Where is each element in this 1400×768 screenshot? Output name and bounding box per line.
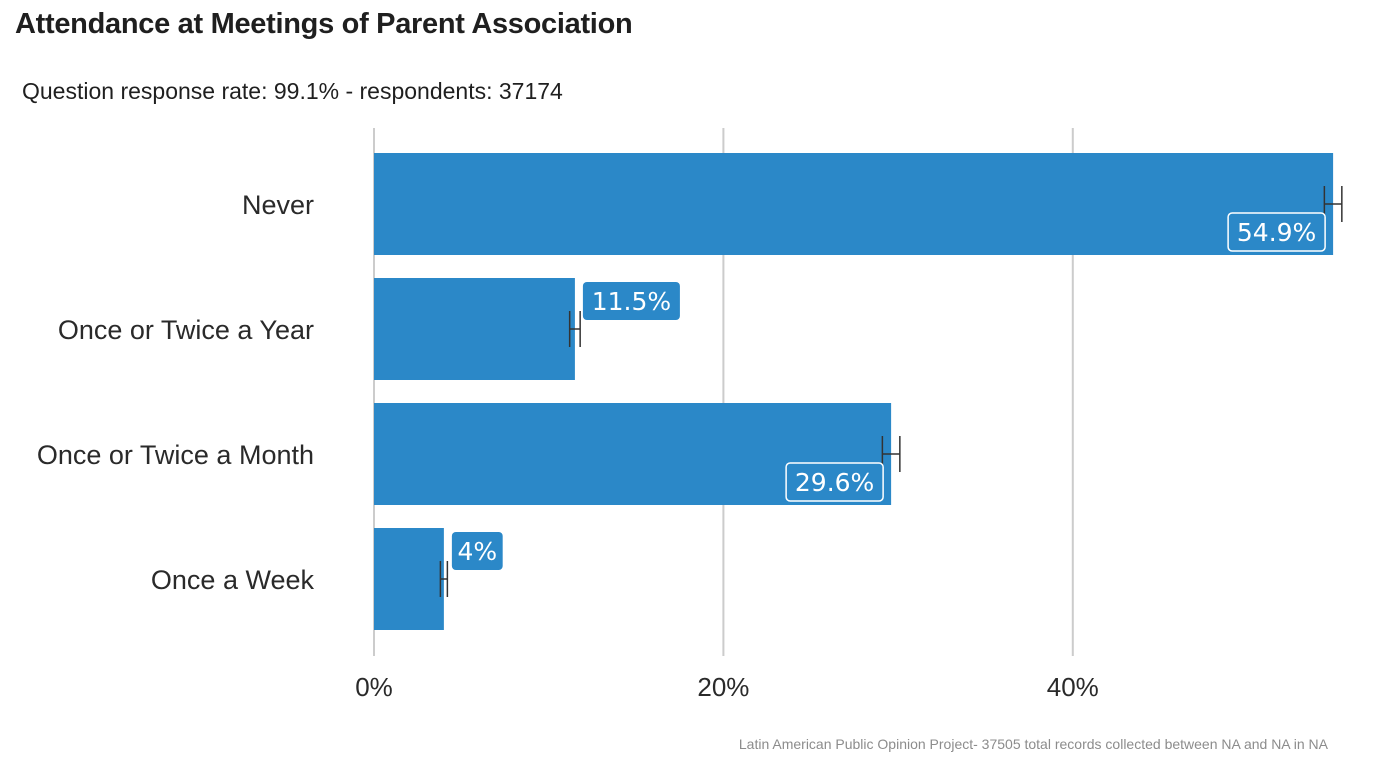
x-tick-label: 40% <box>1047 672 1099 702</box>
bar <box>374 528 444 630</box>
value-label-text: 29.6% <box>795 468 874 497</box>
value-label: 54.9% <box>1227 212 1326 252</box>
category-label: Once or Twice a Year <box>58 315 314 345</box>
value-label-text: 4% <box>457 537 497 566</box>
x-axis-tick-labels: 0% 20% 40% <box>355 672 1099 702</box>
category-label: Once or Twice a Month <box>37 440 314 470</box>
chart-subtitle: Question response rate: 99.1% - responde… <box>22 78 563 104</box>
category-label: Once a Week <box>151 565 315 595</box>
value-label: 4% <box>451 532 503 570</box>
chart-title: Attendance at Meetings of Parent Associa… <box>15 8 633 40</box>
x-tick-label: 0% <box>355 672 393 702</box>
x-tick-label: 20% <box>697 672 749 702</box>
value-labels: 54.9% 11.5% 29.6% 4% <box>451 212 1326 570</box>
chart-caption: Latin American Public Opinion Project- 3… <box>738 736 1328 752</box>
value-label: 29.6% <box>785 462 884 502</box>
category-label: Never <box>242 190 314 220</box>
bar <box>374 153 1334 255</box>
error-bar <box>439 561 449 597</box>
category-labels: Never Once or Twice a Year Once or Twice a… <box>37 190 315 595</box>
error-bar <box>568 311 581 347</box>
value-label-text: 11.5% <box>592 287 671 316</box>
bar <box>374 278 575 380</box>
value-label-text: 54.9% <box>1237 218 1316 247</box>
value-label: 11.5% <box>582 282 680 320</box>
bars <box>374 153 1334 630</box>
